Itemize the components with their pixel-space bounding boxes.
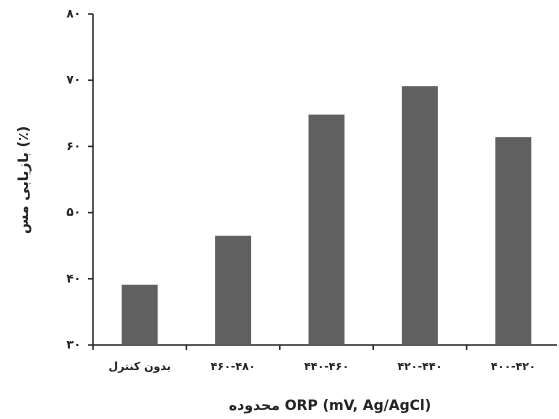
y-tick-label: ۶۰	[66, 139, 81, 153]
x-tick-label: ۴۲۰-۴۴۰	[397, 360, 442, 373]
y-tick-label: ۴۰	[66, 271, 81, 285]
x-axis-label: محدوده ORP (mV, Ag/AgCl)	[229, 398, 431, 414]
y-tick-label: ۵۰	[66, 205, 81, 219]
bar	[401, 86, 438, 346]
y-axis-label: بازیابی مس (٪)	[16, 126, 32, 234]
bar	[215, 235, 252, 345]
bar	[308, 114, 345, 346]
x-tick-label: ۴۰۰-۴۲۰	[491, 360, 536, 373]
y-tick-label: ۸۰	[66, 7, 81, 21]
x-tick-label: بدون کنترل	[109, 360, 171, 373]
bar	[121, 284, 158, 345]
bar	[495, 137, 532, 345]
y-tick-label: ۳۰	[66, 338, 81, 352]
x-tick-label: ۴۶۰-۴۸۰	[211, 360, 256, 373]
x-tick-label: ۴۴۰-۴۶۰	[304, 360, 349, 373]
y-tick-label: ۷۰	[66, 73, 81, 87]
